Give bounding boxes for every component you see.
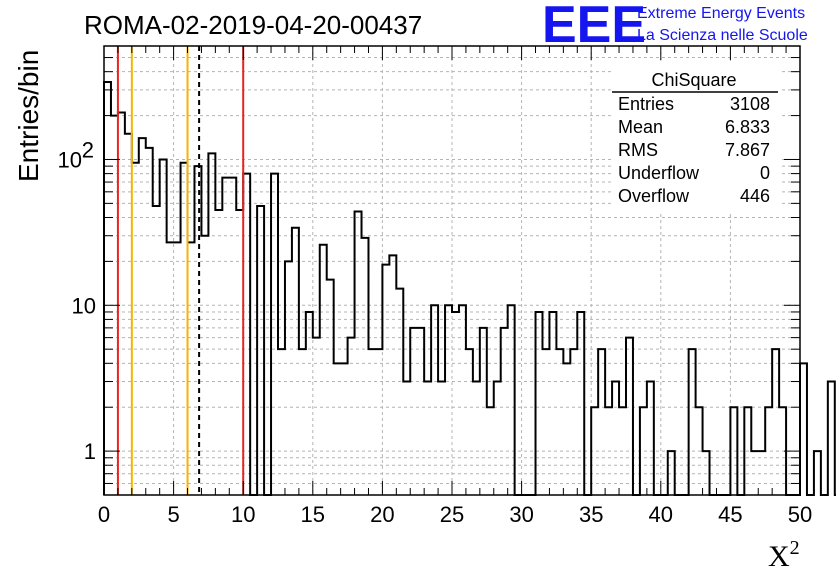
threshold-lines — [116, 46, 245, 495]
stats-label: Mean — [618, 117, 663, 137]
stats-value: 0 — [760, 163, 770, 183]
x-tick-label: 45 — [718, 502, 742, 527]
x-tick-label: 15 — [301, 502, 325, 527]
stats-value: 7.867 — [725, 140, 770, 160]
x-axis-label: X2 — [768, 537, 800, 572]
x-tick-label: 40 — [649, 502, 673, 527]
stats-label: RMS — [618, 140, 658, 160]
x-tick-label: 20 — [370, 502, 394, 527]
axis-ticks — [103, 45, 801, 496]
logo-line-2: La Scienza nelle Scuole — [637, 27, 808, 44]
histogram-series — [103, 80, 836, 496]
x-tick-label: 10 — [231, 502, 255, 527]
stats-header: ChiSquare — [651, 70, 736, 90]
stats-label: Overflow — [618, 186, 690, 206]
stats-value: 6.833 — [725, 117, 770, 137]
y-tick-label: 10 — [72, 293, 96, 318]
y-tick-label: 1 — [84, 439, 96, 464]
chart-title: ROMA-02-2019-04-20-00437 — [84, 10, 422, 40]
x-tick-label: 50 — [788, 502, 812, 527]
x-tick-label: 25 — [440, 502, 464, 527]
x-tick-labels: 0 5 10 15 20 25 30 35 40 45 50 — [98, 502, 812, 527]
x-tick-label: 0 — [98, 502, 110, 527]
stats-label: Underflow — [618, 163, 700, 183]
stats-label: Entries — [618, 94, 674, 114]
x-tick-label: 30 — [509, 502, 533, 527]
logo-mark: EEE — [542, 0, 646, 54]
x-tick-label: 35 — [579, 502, 603, 527]
stats-value: 3108 — [730, 94, 770, 114]
y-axis-label: Entries/bin — [13, 50, 44, 182]
eee-logo: EEE Extreme Energy Events La Scienza nel… — [542, 0, 808, 54]
x-tick-label: 5 — [167, 502, 179, 527]
stats-value: 446 — [740, 186, 770, 206]
y-tick-label-exponent: 2 — [82, 137, 94, 162]
y-tick-label: 10 — [58, 147, 82, 172]
logo-line-1: Extreme Energy Events — [637, 5, 805, 22]
stats-box: ChiSquare Entries 3108 Mean 6.833 RMS 7.867 Un… — [612, 64, 780, 214]
